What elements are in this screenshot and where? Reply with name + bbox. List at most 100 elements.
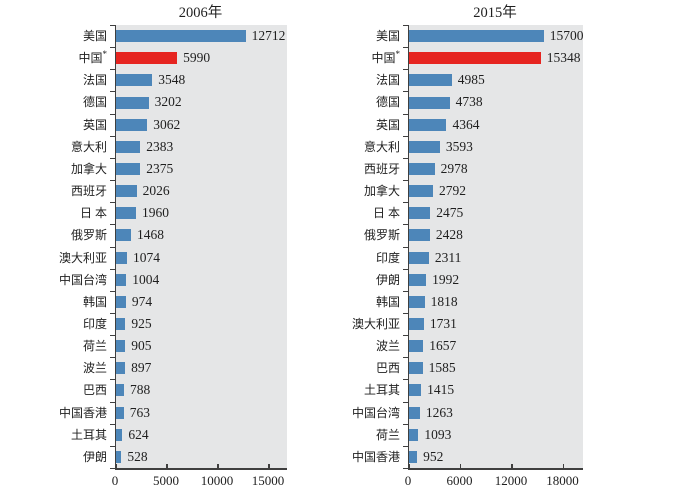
y-axis-tick — [110, 335, 115, 337]
category-label-text: 中国 — [78, 51, 103, 66]
bar — [116, 118, 148, 131]
category-label-text: 巴西 — [82, 383, 107, 398]
chart-title: 2015年 — [473, 5, 517, 21]
bar — [116, 318, 126, 331]
y-axis-tick — [403, 268, 408, 270]
value-label: 2375 — [146, 160, 174, 176]
category-label: 法国 — [7, 69, 107, 91]
bar — [409, 229, 430, 242]
bar — [116, 406, 124, 419]
y-axis-tick — [403, 246, 408, 248]
bar — [409, 96, 450, 109]
value-label: 2978 — [440, 160, 468, 176]
value-label: 1093 — [424, 426, 452, 442]
bar — [116, 96, 149, 109]
y-axis-tick — [403, 69, 408, 71]
category-label: 印度 — [300, 247, 400, 269]
value-label: 763 — [129, 404, 151, 420]
y-axis-tick — [110, 202, 115, 204]
category-label: 巴西 — [300, 357, 400, 379]
category-label: 中国* — [300, 47, 400, 69]
bar — [409, 428, 419, 441]
category-label: 中国* — [7, 47, 107, 69]
category-label-text: 意大利 — [363, 139, 400, 154]
bar — [116, 229, 131, 242]
bar — [409, 340, 424, 353]
bar — [409, 118, 447, 131]
y-axis-tick — [403, 224, 408, 226]
category-label: 中国香港 — [300, 446, 400, 468]
category-label-text: 澳大利亚 — [58, 250, 107, 265]
category-label: 波兰 — [7, 357, 107, 379]
bar-highlighted — [116, 52, 178, 65]
y-axis-tick — [110, 91, 115, 93]
category-label: 西班牙 — [7, 180, 107, 202]
category-label-text: 澳大利亚 — [351, 316, 400, 331]
value-label: 952 — [423, 448, 444, 464]
value-label: 3593 — [445, 138, 473, 154]
bar — [116, 450, 122, 463]
y-axis-tick — [403, 91, 408, 93]
value-label: 1415 — [427, 382, 455, 398]
category-label: 荷兰 — [7, 335, 107, 357]
category-label: 加拿大 — [7, 158, 107, 180]
category-label: 英国 — [300, 114, 400, 136]
bar — [116, 140, 141, 153]
value-label: 15348 — [546, 50, 581, 66]
y-axis-tick — [403, 445, 408, 447]
y-axis-tick — [110, 357, 115, 359]
value-label: 2383 — [146, 138, 174, 154]
y-axis-tick — [110, 113, 115, 115]
category-label: 中国台湾 — [300, 402, 400, 424]
y-axis-tick — [403, 25, 408, 26]
bar — [409, 450, 418, 463]
category-label: 日 本 — [300, 202, 400, 224]
y-axis-tick — [403, 180, 408, 182]
highlight-asterisk: * — [102, 49, 108, 60]
bar — [409, 362, 423, 375]
category-label: 波兰 — [300, 335, 400, 357]
category-label-text: 中国台湾 — [58, 272, 107, 287]
value-label: 4985 — [457, 72, 485, 88]
category-label-text: 美国 — [375, 29, 400, 43]
value-label: 925 — [131, 315, 152, 331]
plot-area: 15700 15348 4985 4738 4364 3593 2978 2792 2475 24… — [408, 25, 584, 470]
category-label-text: 加拿大 — [363, 184, 400, 199]
category-label: 英国 — [7, 114, 107, 136]
category-label: 韩国 — [300, 291, 400, 313]
bar — [116, 207, 136, 220]
value-label: 2475 — [436, 205, 464, 221]
category-label-text: 法国 — [375, 73, 400, 88]
bar — [409, 162, 435, 175]
value-label: 1263 — [425, 404, 453, 420]
category-label-text: 俄罗斯 — [363, 228, 400, 243]
y-axis-tick — [110, 69, 115, 71]
y-axis-tick — [403, 113, 408, 115]
category-label-text: 德国 — [82, 95, 107, 110]
value-label: 1585 — [428, 360, 456, 376]
y-axis-tick — [110, 157, 115, 159]
category-label: 中国香港 — [7, 402, 107, 424]
x-tick-label: 0 — [111, 473, 119, 488]
category-label: 法国 — [300, 69, 400, 91]
y-axis-tick — [403, 379, 408, 381]
category-label-text: 中国香港 — [351, 449, 400, 464]
y-axis-tick — [110, 423, 115, 425]
bar — [116, 295, 126, 308]
category-label-text: 印度 — [375, 250, 400, 265]
category-label-text: 英国 — [375, 117, 400, 132]
y-axis-tick — [110, 401, 115, 403]
value-label: 12712 — [251, 28, 286, 43]
category-label-text: 中国 — [371, 51, 396, 66]
x-tick-label: 12000 — [494, 473, 528, 488]
category-label: 日 本 — [7, 202, 107, 224]
value-label: 974 — [131, 293, 153, 309]
category-label: 美国 — [7, 25, 107, 47]
value-label: 5990 — [183, 50, 211, 66]
category-label-text: 波兰 — [375, 339, 400, 354]
category-label: 美国 — [300, 25, 400, 47]
value-label: 1818 — [430, 293, 458, 309]
y-axis-tick — [403, 357, 408, 359]
bar — [409, 140, 440, 153]
category-label-text: 韩国 — [82, 294, 107, 309]
